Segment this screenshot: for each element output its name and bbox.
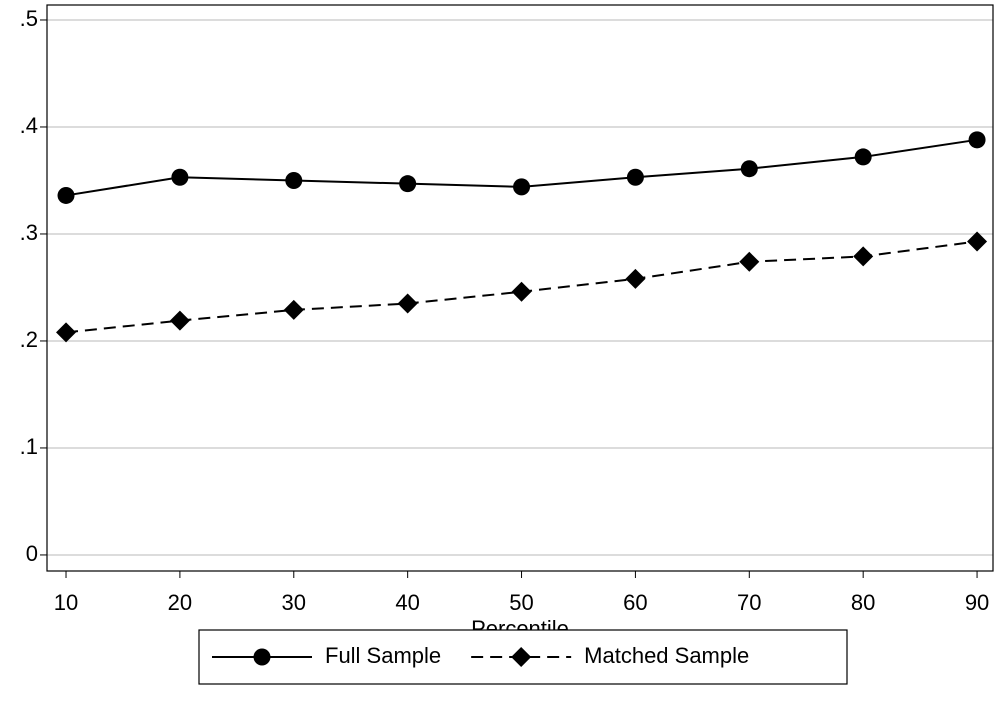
marker [854,148,872,166]
marker [283,299,304,320]
marker [967,231,988,252]
marker [399,175,417,193]
x-tick-label: 10 [54,590,78,615]
marker [397,293,418,314]
legend-marker [253,648,271,666]
marker [57,186,75,204]
marker [56,322,77,343]
x-tick-label: 60 [623,590,647,615]
marker [513,178,531,196]
x-tick-label: 30 [282,590,306,615]
y-tick-label: .5 [20,6,38,31]
marker [511,281,532,302]
y-tick-label: .3 [20,220,38,245]
legend-label: Full Sample [325,643,441,668]
y-tick-label: .4 [20,113,38,138]
marker [968,131,986,149]
plot-frame [46,4,994,572]
x-tick-label: 70 [737,590,761,615]
marker [739,251,760,272]
x-tick-label: 80 [851,590,875,615]
legend-marker [511,647,532,667]
marker [625,268,646,289]
marker [169,310,190,331]
marker [626,168,644,186]
x-tick-label: 50 [509,590,533,615]
legend-label: Matched Sample [584,643,749,668]
marker [853,246,874,267]
y-tick-label: 0 [26,541,38,566]
marker [171,168,189,186]
y-tick-label: .1 [20,434,38,459]
marker [285,171,303,189]
x-tick-label: 20 [168,590,192,615]
x-tick-label: 40 [395,590,419,615]
y-tick-label: .2 [20,327,38,352]
marker [740,160,758,178]
x-tick-label: 90 [965,590,989,615]
